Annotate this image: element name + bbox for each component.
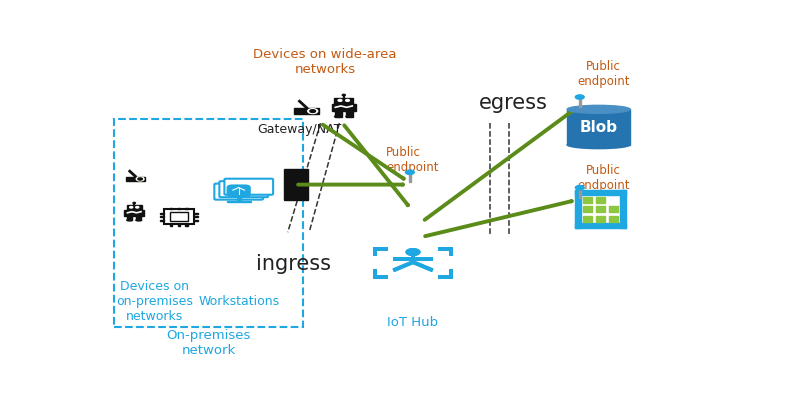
Bar — [114, 119, 303, 328]
Text: ingress: ingress — [255, 255, 331, 275]
Bar — [574, 190, 625, 228]
Bar — [170, 224, 172, 226]
Bar — [578, 97, 580, 107]
Circle shape — [345, 99, 349, 101]
Bar — [334, 111, 341, 117]
Text: Devices on wide-area
networks: Devices on wide-area networks — [253, 48, 396, 76]
Bar — [595, 216, 604, 222]
Bar — [185, 207, 187, 209]
Circle shape — [406, 249, 419, 255]
Bar — [126, 177, 145, 181]
Bar — [185, 224, 187, 226]
Circle shape — [138, 178, 142, 180]
Bar — [582, 206, 591, 212]
Bar — [294, 108, 319, 114]
FancyBboxPatch shape — [224, 179, 272, 195]
Text: Gateway/NAT: Gateway/NAT — [257, 123, 341, 136]
Circle shape — [307, 109, 317, 114]
Text: Blob: Blob — [579, 120, 617, 135]
Circle shape — [133, 202, 135, 203]
Bar — [582, 196, 591, 203]
Ellipse shape — [135, 219, 141, 221]
Text: Devices on
on-premises
networks: Devices on on-premises networks — [117, 280, 193, 323]
Bar — [284, 169, 307, 200]
Bar — [170, 207, 172, 209]
FancyBboxPatch shape — [214, 184, 263, 200]
Bar — [574, 190, 625, 195]
Bar — [595, 196, 604, 203]
Circle shape — [337, 99, 341, 101]
Text: IoT Hub: IoT Hub — [387, 316, 438, 329]
Bar — [334, 98, 353, 104]
Bar — [595, 206, 604, 212]
Circle shape — [307, 109, 317, 114]
FancyBboxPatch shape — [226, 184, 251, 197]
Ellipse shape — [127, 219, 132, 221]
Circle shape — [136, 177, 144, 181]
Bar — [608, 206, 617, 212]
Bar — [124, 210, 144, 216]
Circle shape — [406, 249, 419, 255]
Text: egress: egress — [478, 93, 547, 113]
Circle shape — [405, 170, 414, 174]
Ellipse shape — [566, 141, 629, 149]
Circle shape — [130, 207, 132, 208]
Bar — [127, 215, 132, 220]
Bar — [620, 190, 625, 228]
Bar — [169, 212, 187, 221]
Bar — [194, 213, 198, 214]
Circle shape — [575, 186, 583, 190]
Ellipse shape — [334, 116, 341, 117]
Bar — [178, 207, 180, 209]
Bar — [226, 201, 251, 202]
Ellipse shape — [566, 105, 629, 113]
Bar — [409, 172, 410, 182]
Bar — [164, 209, 194, 224]
Text: Public
endpoint: Public endpoint — [385, 146, 438, 174]
Bar — [160, 220, 164, 221]
Bar — [574, 190, 580, 228]
Circle shape — [310, 110, 315, 113]
Bar — [194, 220, 198, 221]
Bar — [236, 198, 241, 201]
Bar — [331, 104, 355, 111]
Bar — [178, 224, 180, 226]
Circle shape — [136, 177, 144, 181]
FancyBboxPatch shape — [219, 181, 268, 197]
Bar — [566, 109, 629, 145]
Bar — [136, 215, 141, 220]
Circle shape — [135, 207, 139, 208]
Bar — [574, 223, 625, 228]
Text: Workstations: Workstations — [198, 295, 279, 308]
Ellipse shape — [345, 116, 353, 117]
Text: Public
endpoint: Public endpoint — [577, 60, 629, 88]
Circle shape — [342, 94, 345, 96]
Bar — [608, 216, 617, 222]
Bar — [160, 216, 164, 217]
Bar — [160, 213, 164, 214]
Text: On-premises
network: On-premises network — [166, 329, 251, 357]
Bar — [578, 188, 580, 198]
Bar — [127, 205, 142, 210]
Text: Public
endpoint: Public endpoint — [577, 164, 629, 192]
Bar — [194, 216, 198, 217]
Circle shape — [575, 95, 583, 99]
Bar — [345, 111, 353, 117]
Bar — [582, 216, 591, 222]
